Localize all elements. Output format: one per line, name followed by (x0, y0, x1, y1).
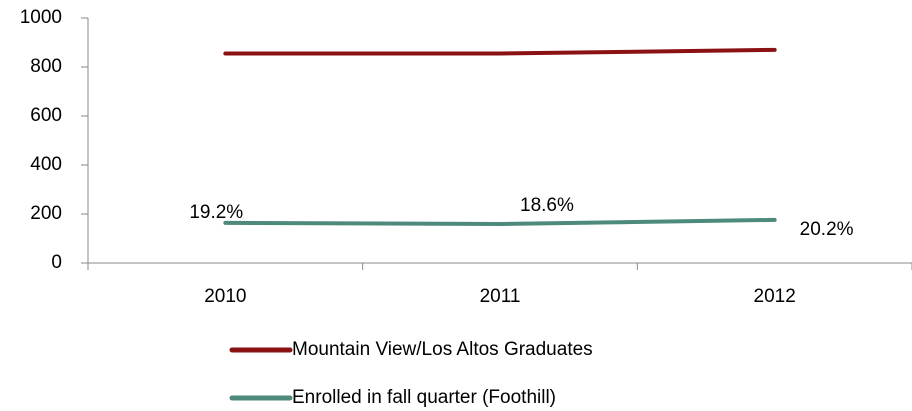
x-tick-label: 2010 (204, 286, 246, 307)
data-annotation: 20.2% (800, 219, 854, 240)
data-annotation: 18.6% (520, 195, 574, 216)
series-line (223, 47, 777, 56)
series-line (223, 217, 777, 227)
x-tick-label: 2012 (754, 286, 796, 307)
y-tick-label: 0 (51, 252, 62, 273)
legend-label: Enrolled in fall quarter (Foothill) (292, 387, 556, 408)
x-tick-label: 2011 (480, 286, 521, 307)
y-tick-label: 800 (30, 56, 62, 77)
y-tick-label: 1000 (20, 7, 62, 28)
y-tick-label: 200 (30, 203, 62, 224)
y-tick-label: 600 (30, 105, 62, 126)
y-tick-label: 400 (30, 154, 62, 175)
legend-label: Mountain View/Los Altos Graduates (292, 339, 593, 360)
data-annotation: 19.2% (189, 202, 243, 223)
